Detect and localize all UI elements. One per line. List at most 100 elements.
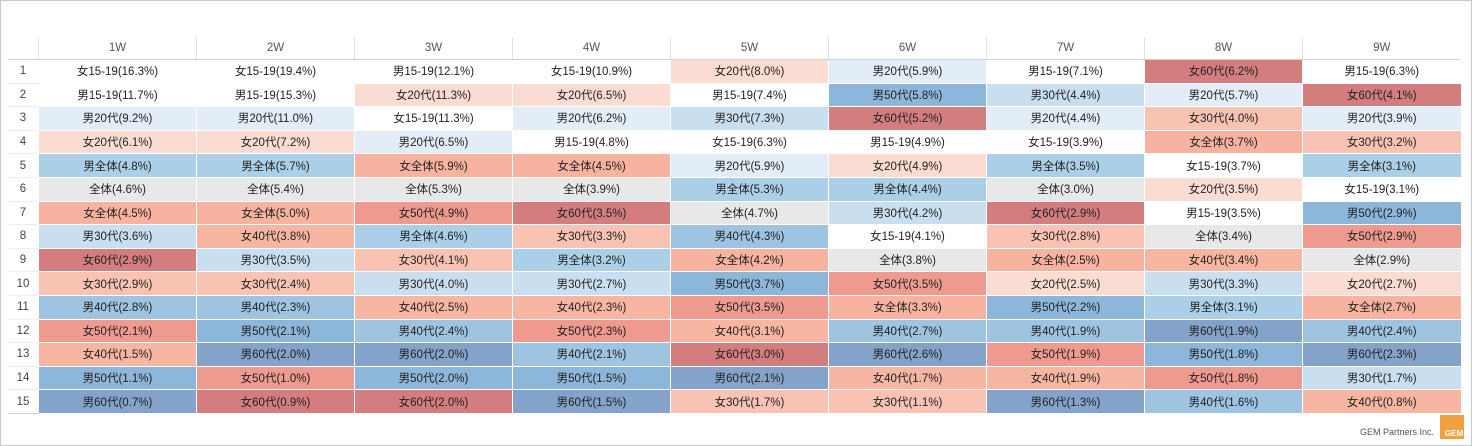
ranking-cell: 女50代(4.9%) [354,201,513,226]
ranking-cell: 女30代(4.1%) [354,248,513,273]
logo-text: GEM [1444,429,1463,438]
ranking-cell: 男30代(3.6%) [38,224,197,249]
ranking-cell: 全体(5.3%) [354,177,513,202]
rank-number: 8 [8,224,39,249]
ranking-cell: 男30代(3.3%) [1144,271,1303,296]
ranking-table: 1W 2W 3W 4W 5W 6W 7W 8W 9W 1 女15-19(16.3%) 女15-19(… [8,37,1461,414]
ranking-cell: 男30代(4.0%) [354,271,513,296]
credit-text: GEM Partners Inc. [1359,427,1434,437]
rank-number: 10 [8,271,39,296]
rank-number: 7 [8,201,39,226]
ranking-cell: 女20代(2.5%) [986,271,1145,296]
ranking-cell: 女全体(4.5%) [512,153,671,178]
ranking-cell: 男60代(2.0%) [354,342,513,367]
ranking-cell: 女60代(3.5%) [512,201,671,226]
ranking-cell: 男60代(0.7%) [38,389,197,414]
ranking-cell: 女50代(2.1%) [38,319,197,344]
ranking-cell: 女20代(6.5%) [512,83,671,108]
ranking-cell: 男15-19(4.9%) [828,130,987,155]
ranking-cell: 女15-19(3.1%) [1302,177,1461,202]
ranking-cell: 女15-19(16.3%) [38,59,197,84]
ranking-cell: 男40代(1.6%) [1144,389,1303,414]
ranking-cell: 女15-19(3.7%) [1144,153,1303,178]
ranking-cell: 男60代(1.3%) [986,389,1145,414]
ranking-cell: 男50代(2.2%) [986,295,1145,320]
rank-number: 3 [8,106,39,131]
ranking-cell: 女全体(4.2%) [670,248,829,273]
rank-number: 9 [8,248,39,273]
column-header-week: 9W [1302,37,1461,60]
rank-number: 14 [8,366,39,391]
table-row: 10 女30代(2.9%) 女30代(2.4%) 男30代(4.0%) 男30代(2.7… [8,271,1461,296]
ranking-cell: 全体(3.8%) [828,248,987,273]
ranking-cell: 女30代(1.7%) [670,389,829,414]
ranking-cell: 男15-19(7.1%) [986,59,1145,84]
ranking-cell: 女60代(4.1%) [1302,83,1461,108]
ranking-cell: 男50代(5.8%) [828,83,987,108]
ranking-cell: 男15-19(15.3%) [196,83,355,108]
column-header-week: 6W [828,37,987,60]
ranking-cell: 全体(2.9%) [1302,248,1461,273]
ranking-cell: 男15-19(4.8%) [512,130,671,155]
ranking-cell: 男全体(4.6%) [354,224,513,249]
ranking-cell: 男20代(3.9%) [1302,106,1461,131]
table-row: 6 全体(4.6%) 全体(5.4%) 全体(5.3%) 全体(3.9%) 男全体(5.3… [8,177,1461,202]
ranking-cell: 男60代(2.0%) [196,342,355,367]
ranking-cell: 男40代(4.3%) [670,224,829,249]
ranking-cell: 女60代(0.9%) [196,389,355,414]
ranking-cell: 男40代(2.4%) [354,319,513,344]
ranking-cell: 女30代(1.1%) [828,389,987,414]
ranking-cell: 女全体(4.5%) [38,201,197,226]
ranking-cell: 女全体(3.3%) [828,295,987,320]
ranking-cell: 女全体(5.0%) [196,201,355,226]
column-header-week: 3W [354,37,513,60]
ranking-cell: 男20代(5.9%) [670,153,829,178]
ranking-cell: 男60代(2.6%) [828,342,987,367]
ranking-cell: 女20代(3.5%) [1144,177,1303,202]
ranking-cell: 女30代(2.8%) [986,224,1145,249]
ranking-cell: 男50代(2.1%) [196,319,355,344]
table-row: 3 男20代(9.2%) 男20代(11.0%) 女15-19(11.3%) 男20代(… [8,106,1461,131]
ranking-cell: 女20代(11.3%) [354,83,513,108]
table-row: 7 女全体(4.5%) 女全体(5.0%) 女50代(4.9%) 女60代(3.5%) 全… [8,201,1461,226]
table-row: 12 女50代(2.1%) 男50代(2.1%) 男40代(2.4%) 女50代(2.3… [8,319,1461,344]
ranking-cell: 女20代(2.7%) [1302,271,1461,296]
table-row: 15 男60代(0.7%) 女60代(0.9%) 女60代(2.0%) 男60代(1.5… [8,389,1461,414]
ranking-cell: 女15-19(6.3%) [670,130,829,155]
ranking-cell: 女50代(1.0%) [196,366,355,391]
header-corner [8,37,39,60]
rank-number: 2 [8,83,39,108]
ranking-cell: 女50代(2.9%) [1302,224,1461,249]
ranking-cell: 男20代(5.7%) [1144,83,1303,108]
rank-number: 6 [8,177,39,202]
ranking-cell: 女15-19(10.9%) [512,59,671,84]
table-row: 5 男全体(4.8%) 男全体(5.7%) 女全体(5.9%) 女全体(4.5%) 男20… [8,153,1461,178]
rank-number: 1 [8,59,39,84]
ranking-cell: 女40代(2.3%) [512,295,671,320]
ranking-cell: 男全体(5.3%) [670,177,829,202]
ranking-cell: 全体(3.0%) [986,177,1145,202]
rank-number: 12 [8,319,39,344]
ranking-cell: 全体(4.6%) [38,177,197,202]
ranking-cell: 男全体(4.8%) [38,153,197,178]
ranking-cell: 男50代(1.1%) [38,366,197,391]
ranking-cell: 男50代(1.8%) [1144,342,1303,367]
ranking-cell: 男15-19(6.3%) [1302,59,1461,84]
ranking-cell: 全体(3.9%) [512,177,671,202]
ranking-cell: 男60代(2.1%) [670,366,829,391]
ranking-cell: 男20代(6.2%) [512,106,671,131]
ranking-cell: 男全体(4.4%) [828,177,987,202]
column-header-week: 7W [986,37,1145,60]
ranking-cell: 女60代(3.0%) [670,342,829,367]
table-row: 8 男30代(3.6%) 女40代(3.8%) 男全体(4.6%) 女30代(3.3%)… [8,224,1461,249]
table-row: 2 男15-19(11.7%) 男15-19(15.3%) 女20代(11.3%) 女2… [8,83,1461,108]
ranking-cell: 女40代(1.5%) [38,342,197,367]
ranking-cell: 女全体(2.5%) [986,248,1145,273]
ranking-cell: 男30代(3.5%) [196,248,355,273]
ranking-cell: 男30代(1.7%) [1302,366,1461,391]
ranking-cell: 女40代(2.5%) [354,295,513,320]
header-row: 1W 2W 3W 4W 5W 6W 7W 8W 9W [8,37,1461,60]
ranking-cell: 男40代(2.3%) [196,295,355,320]
ranking-cell: 男40代(2.1%) [512,342,671,367]
ranking-cell: 女20代(6.1%) [38,130,197,155]
